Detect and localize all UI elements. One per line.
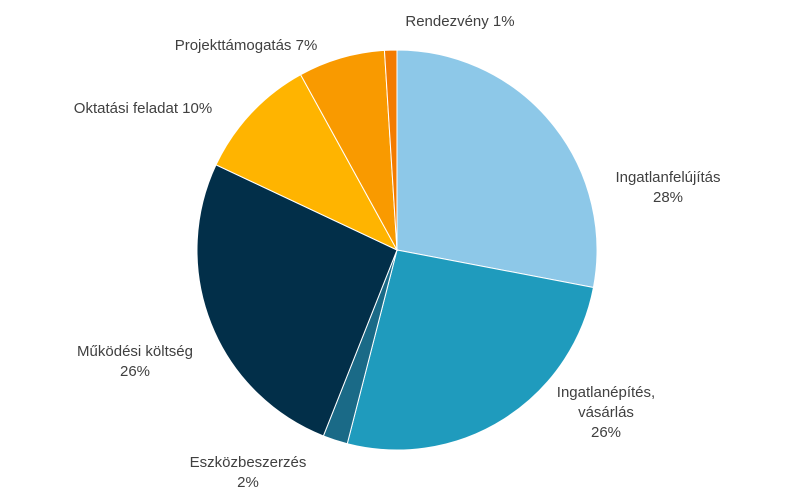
pie-slice-rendezvény (383, 49, 398, 251)
slice-label-4: Működési költség 26% (77, 343, 193, 380)
slice-label-line: vásárlás (578, 404, 634, 421)
slice-label-line: Eszközbeszerzés (190, 454, 307, 471)
pie-slice-oktatási-feladat (215, 74, 399, 252)
slice-label-line: Ingatlanfelújítás (615, 169, 720, 186)
pie-slices (196, 49, 598, 451)
slice-label-line: Ingatlanépítés, (557, 384, 655, 401)
slice-label-3: Eszközbeszerzés 2% (190, 454, 307, 491)
slice-label-1: Ingatlanfelújítás 28% (615, 169, 720, 206)
slice-label-line: 26% (120, 363, 150, 380)
slice-label-line: Rendezvény 1% (405, 13, 514, 30)
slice-label-line: 2% (237, 474, 259, 491)
slice-label-6: Projekttámogatás 7% (175, 37, 318, 54)
slice-label-5: Oktatási feladat 10% (74, 100, 212, 117)
pie-labels: Ingatlanfelújítás 28% Ingatlanépítés, vásár… (74, 13, 721, 491)
pie-slice-ingatlanépítés-vásárlás (346, 249, 595, 451)
slice-label-line: Oktatási feladat 10% (74, 100, 212, 117)
slice-label-line: 28% (653, 189, 683, 206)
slice-label-line: Működési költség (77, 343, 193, 360)
slice-label-2: Ingatlanépítés, vásárlás 26% (557, 384, 655, 441)
slice-label-line: 26% (591, 424, 621, 441)
slice-label-7: Rendezvény 1% (405, 13, 514, 30)
pie-slice-ingatlanfelújítás (396, 49, 598, 289)
slice-label-line: Projekttámogatás 7% (175, 37, 318, 54)
pie-slice-működési-költség (196, 164, 398, 437)
